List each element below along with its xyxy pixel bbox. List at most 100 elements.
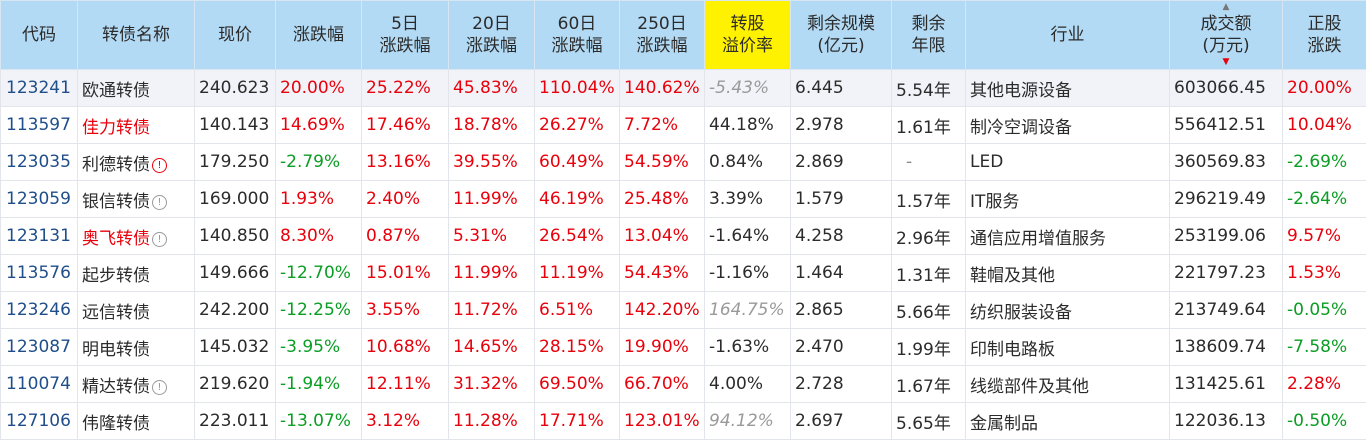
header-label: 代码 (22, 25, 56, 45)
cell-name[interactable]: 奥飞转债! (77, 217, 195, 255)
cell-change-250d: 142.20% (619, 291, 705, 329)
cell-amount: 138609.74 (1169, 328, 1283, 366)
alert-icon[interactable]: ! (152, 157, 167, 173)
cell-value: 制冷空调设备 (970, 117, 1072, 138)
sort-down-icon[interactable]: ▼ (1222, 57, 1230, 67)
cell-code[interactable]: 123059 (0, 180, 78, 218)
header-label: 涨跌幅 (293, 25, 344, 45)
table-row[interactable]: 123246 远信转债 242.200 -12.25% 3.55% 11.72% 6.51%… (0, 291, 1366, 329)
cell-value: 17.46% (366, 115, 431, 135)
cell-value: LED (970, 152, 1004, 172)
cell-industry: 金属制品 (965, 402, 1170, 440)
table-row[interactable]: 113576 起步转债 149.666 -12.70% 15.01% 11.99% 11.1… (0, 254, 1366, 292)
cell-scale: 2.470 (790, 328, 892, 366)
table-row[interactable]: 123131 奥飞转债! 140.850 8.30% 0.87% 5.31% 26.54% 1… (0, 217, 1366, 255)
cell-price: 140.143 (194, 106, 276, 144)
cell-value: -13.07% (280, 411, 351, 431)
cell-value: 2.40% (366, 189, 421, 209)
header-label: 剩余 (911, 14, 946, 34)
sort-up-icon[interactable]: ▲ (1222, 2, 1230, 12)
header-industry[interactable]: 行业 (965, 0, 1170, 70)
table-row[interactable]: 110074 精达转债! 219.620 -1.94% 12.11% 31.32% 69.5… (0, 365, 1366, 403)
cell-value: 221797.23 (1174, 263, 1266, 283)
cell-code[interactable]: 113597 (0, 106, 78, 144)
cell-name[interactable]: 明电转债 (77, 328, 195, 366)
cell-change-250d: 54.59% (619, 143, 705, 181)
cell-code[interactable]: 123131 (0, 217, 78, 255)
cell-value: 纺织服装设备 (970, 302, 1072, 323)
header-label: 5日 (391, 14, 419, 34)
header-name[interactable]: 转债名称 (77, 0, 195, 70)
cell-name[interactable]: 伟隆转债 (77, 402, 195, 440)
cell-change: 20.00% (275, 69, 362, 107)
header-change-20d[interactable]: 20日 涨跌幅 (448, 0, 535, 70)
cell-change: -12.70% (275, 254, 362, 292)
cell-value: 123246 (6, 300, 71, 320)
header-scale[interactable]: 剩余规模 (亿元) (790, 0, 892, 70)
header-change-250d[interactable]: 250日 涨跌幅 (619, 0, 705, 70)
cell-code[interactable]: 127106 (0, 402, 78, 440)
cell-premium: 0.84% (704, 143, 791, 181)
header-label: 剩余规模 (807, 14, 875, 34)
header-amount[interactable]: 成交额 (万元) ▲ ▼ (1169, 0, 1283, 70)
cell-code[interactable]: 110074 (0, 365, 78, 403)
cell-name[interactable]: 欧通转债 (77, 69, 195, 107)
cell-value: 利德转债 (82, 154, 150, 175)
header-change-5d[interactable]: 5日 涨跌幅 (361, 0, 449, 70)
header-code[interactable]: 代码 (0, 0, 78, 70)
cell-code[interactable]: 113576 (0, 254, 78, 292)
cell-amount: 603066.45 (1169, 69, 1283, 107)
header-label: 转债名称 (102, 25, 170, 45)
cell-value: 44.18% (709, 115, 774, 135)
cell-code[interactable]: 123246 (0, 291, 78, 329)
table-row[interactable]: 113597 佳力转债 140.143 14.69% 17.46% 18.78% 26.27… (0, 106, 1366, 144)
cell-stock-change: -0.50% (1282, 402, 1366, 440)
cell-change-20d: 11.99% (448, 254, 535, 292)
alert-icon[interactable]: ! (152, 194, 167, 210)
cell-change: -12.25% (275, 291, 362, 329)
cell-name[interactable]: 远信转债 (77, 291, 195, 329)
header-change[interactable]: 涨跌幅 (275, 0, 362, 70)
cell-change-5d: 13.16% (361, 143, 449, 181)
cell-value: 19.90% (624, 337, 689, 357)
table-row[interactable]: 123059 银信转债! 169.000 1.93% 2.40% 11.99% 46.19%… (0, 180, 1366, 218)
cell-name[interactable]: 精达转债! (77, 365, 195, 403)
cell-code[interactable]: 123241 (0, 69, 78, 107)
alert-icon[interactable]: ! (152, 231, 167, 247)
cell-name[interactable]: 起步转债 (77, 254, 195, 292)
cell-change: 14.69% (275, 106, 362, 144)
cell-value: 10.04% (1287, 115, 1352, 135)
cell-value: 14.65% (453, 337, 518, 357)
cell-value: 线缆部件及其他 (970, 376, 1089, 397)
cell-value: 242.200 (199, 300, 270, 320)
cell-value: 2.728 (795, 374, 844, 394)
table-row[interactable]: 123241 欧通转债 240.623 20.00% 25.22% 45.83% 110.0… (0, 69, 1366, 107)
cell-name[interactable]: 佳力转债 (77, 106, 195, 144)
header-years[interactable]: 剩余 年限 (891, 0, 966, 70)
cell-price: 145.032 (194, 328, 276, 366)
cell-value: 1.67年 (896, 376, 951, 397)
table-row[interactable]: 123035 利德转债! 179.250 -2.79% 13.16% 39.55% 60.4… (0, 143, 1366, 181)
table-row[interactable]: 123087 明电转债 145.032 -3.95% 10.68% 14.65% 28.15… (0, 328, 1366, 366)
cell-value: IT服务 (970, 191, 1020, 212)
cell-value: 0.84% (709, 152, 764, 172)
cell-value: 11.28% (453, 411, 518, 431)
cell-price: 242.200 (194, 291, 276, 329)
table-header: 代码 转债名称 现价 涨跌幅 5日 涨跌幅 20日 涨跌幅 60日 涨跌幅 250日 涨跌幅 转股 溢价率… (0, 0, 1366, 70)
cell-name[interactable]: 银信转债! (77, 180, 195, 218)
header-label: 年限 (911, 36, 946, 56)
header-price[interactable]: 现价 (194, 0, 276, 70)
alert-icon[interactable]: ! (152, 379, 167, 395)
table-row[interactable]: 127106 伟隆转债 223.011 -13.07% 3.12% 11.28% 17.71… (0, 402, 1366, 440)
header-stock-change[interactable]: 正股 涨跌 (1282, 0, 1366, 70)
cell-price: 140.850 (194, 217, 276, 255)
cell-name[interactable]: 利德转债! (77, 143, 195, 181)
header-label: 涨跌幅 (466, 36, 517, 56)
cell-code[interactable]: 123035 (0, 143, 78, 181)
header-premium[interactable]: 转股 溢价率 (704, 0, 791, 70)
cell-code[interactable]: 123087 (0, 328, 78, 366)
cell-value: 其他电源设备 (970, 80, 1072, 101)
header-change-60d[interactable]: 60日 涨跌幅 (534, 0, 620, 70)
cell-value: 3.39% (709, 189, 764, 209)
cell-value: 123035 (6, 152, 71, 172)
